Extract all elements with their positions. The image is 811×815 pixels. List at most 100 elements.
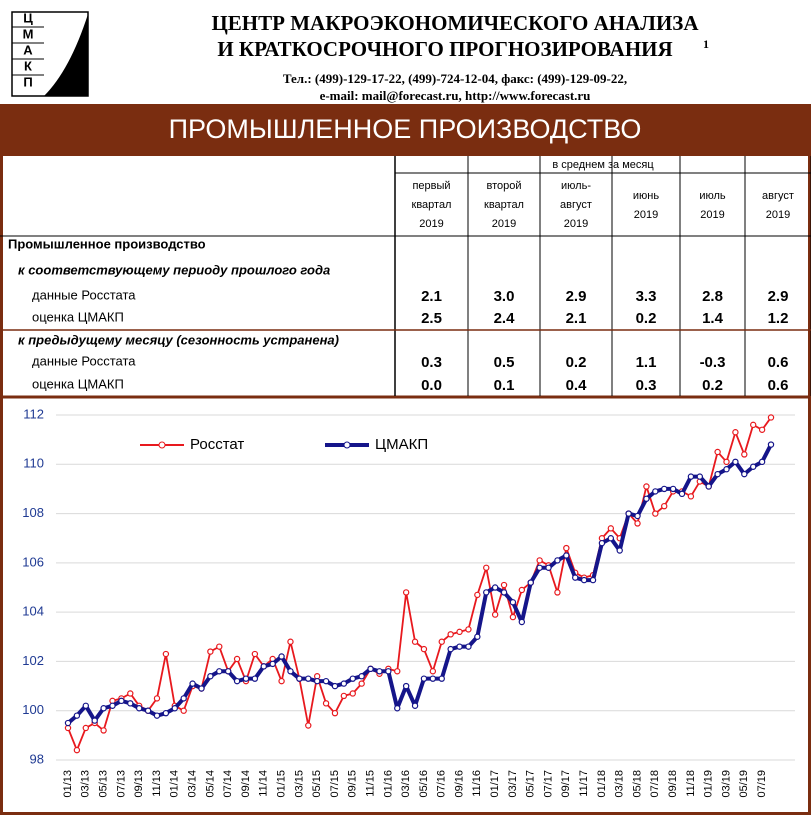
- point: [491, 584, 499, 591]
- point: [162, 650, 170, 658]
- column-header: 2019: [564, 218, 588, 230]
- logo-letter: К: [24, 58, 32, 73]
- point: [73, 746, 81, 754]
- x-tick-label: 05/19: [738, 770, 750, 798]
- x-tick-label: 11/15: [364, 770, 376, 797]
- x-tick-label: 11/16: [471, 770, 483, 797]
- logo: [11, 11, 89, 97]
- point: [518, 586, 526, 594]
- row-label: оценка ЦМАКП: [32, 309, 124, 324]
- point: [394, 705, 401, 712]
- x-tick-label: 07/13: [115, 770, 127, 798]
- point: [349, 675, 356, 682]
- point: [661, 485, 668, 493]
- point: [296, 675, 303, 682]
- title-line: И КРАТКОСРОЧНОГО ПРОГНОЗИРОВАНИЯ: [217, 37, 672, 61]
- y-tick-label: 102: [22, 653, 44, 668]
- point: [127, 690, 134, 697]
- cell-value: 0.3: [421, 354, 442, 371]
- column-header: 2019: [419, 218, 443, 230]
- title-line: ЦЕНТР МАКРОЭКОНОМИЧЕСКОГО АНАЛИЗА: [211, 11, 699, 35]
- point: [233, 655, 241, 663]
- point: [572, 574, 579, 581]
- point: [607, 525, 615, 532]
- x-tick-label: 07/19: [756, 770, 768, 798]
- footnote: 1: [703, 37, 709, 51]
- point: [750, 421, 757, 429]
- cell-value: 0.2: [636, 310, 657, 327]
- point: [554, 589, 561, 596]
- cell-value: 1.4: [702, 310, 724, 327]
- point: [483, 564, 490, 571]
- point: [420, 645, 428, 653]
- x-tick-label: 05/18: [631, 770, 643, 798]
- legend-label: ЦМАКП: [375, 436, 428, 453]
- x-tick-label: 07/16: [436, 770, 448, 798]
- cell-value: 1.1: [636, 354, 657, 371]
- row-label: данные Росстата: [32, 287, 136, 302]
- column-header: квартал: [412, 199, 452, 211]
- column-header: 2019: [700, 209, 724, 221]
- x-tick-label: 01/19: [703, 770, 715, 798]
- point: [260, 663, 267, 670]
- cell-value: 0.0: [421, 377, 442, 394]
- x-tick-label: 09/14: [240, 770, 252, 798]
- point: [340, 692, 348, 700]
- cell-value: 2.1: [566, 310, 587, 327]
- point: [741, 470, 748, 478]
- point: [580, 576, 588, 584]
- x-tick-label: 11/13: [151, 770, 163, 797]
- cell-value: 1.2: [768, 310, 789, 327]
- y-tick-label: 112: [23, 406, 44, 421]
- column-header: август: [560, 199, 592, 211]
- row-label: к соответствующему периоду прошлого года: [18, 262, 330, 277]
- x-tick-label: 05/16: [418, 770, 430, 798]
- point: [652, 510, 659, 517]
- point: [527, 579, 534, 586]
- point: [634, 512, 641, 520]
- point: [109, 702, 116, 709]
- point: [367, 665, 374, 673]
- contact-line: Тел.: (499)-129-17-22, (499)-724-12-04, …: [283, 71, 627, 86]
- x-tick-label: 03/14: [186, 770, 198, 798]
- point: [429, 675, 437, 682]
- point: [305, 722, 312, 729]
- row-label: Промышленное производство: [8, 236, 206, 251]
- contact-line: e-mail: mail@forecast.ru, http://www.for…: [320, 88, 591, 103]
- point: [233, 677, 241, 685]
- cell-value: 0.3: [636, 377, 657, 394]
- cell-value: 2.9: [566, 288, 587, 305]
- point: [64, 719, 72, 727]
- column-header: второй: [486, 180, 521, 192]
- point: [385, 668, 392, 675]
- x-tick-label: 11/18: [685, 770, 697, 797]
- point: [447, 645, 454, 653]
- x-tick-label: 07/14: [222, 770, 234, 798]
- cell-value: -0.3: [700, 354, 726, 371]
- x-tick-label: 01/15: [275, 770, 287, 798]
- point: [189, 680, 196, 687]
- column-header: июль-: [561, 180, 591, 192]
- point: [536, 557, 543, 564]
- point: [224, 668, 232, 675]
- point: [474, 591, 481, 599]
- point: [491, 611, 499, 618]
- cell-value: 0.5: [494, 354, 515, 371]
- point: [82, 724, 89, 732]
- point: [500, 589, 508, 596]
- point: [616, 547, 623, 554]
- point: [705, 483, 712, 490]
- x-tick-label: 07/15: [329, 770, 341, 798]
- y-tick-label: 110: [23, 456, 44, 471]
- point: [402, 682, 410, 690]
- point: [216, 643, 223, 650]
- cell-value: 2.5: [421, 310, 442, 327]
- cell-value: 2.9: [768, 288, 789, 305]
- point: [652, 488, 659, 495]
- x-tick-label: 01/17: [489, 770, 501, 798]
- chart-frame: [0, 395, 811, 815]
- x-tick-label: 09/18: [667, 770, 679, 798]
- point: [518, 618, 526, 626]
- x-tick-label: 09/13: [133, 770, 145, 798]
- point: [687, 493, 695, 500]
